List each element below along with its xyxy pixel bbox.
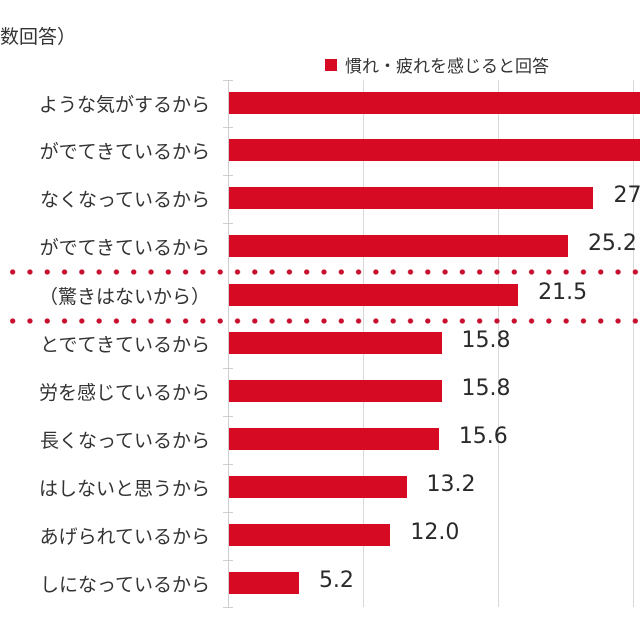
axis-tick — [223, 80, 233, 81]
category-label: （驚きはないから） — [38, 286, 210, 308]
bar — [229, 524, 391, 546]
bar-row-highlighted: （驚きはないから） 21.5 — [0, 271, 640, 319]
value-label: 13.2 — [426, 472, 476, 497]
bar-row: あげられているから 12.0 — [0, 511, 640, 559]
bar — [229, 235, 568, 257]
bar — [229, 92, 640, 114]
bar — [229, 139, 640, 161]
value-label: 12.0 — [410, 520, 460, 545]
bar-row: なくなっているから 27 — [0, 174, 640, 222]
bar — [229, 428, 439, 450]
category-label: 長くなっているから — [39, 430, 210, 452]
bar — [229, 332, 442, 354]
category-label: とでてきているから — [40, 334, 210, 356]
legend-label: 慣れ・疲れを感じると回答 — [345, 57, 549, 77]
value-label: 27 — [613, 183, 640, 208]
category-label: はしないと思うから — [38, 478, 210, 500]
bar — [229, 187, 594, 209]
bar-row: がでてきているから — [0, 126, 640, 174]
legend-swatch-icon — [325, 58, 337, 71]
value-label: 15.6 — [458, 424, 508, 449]
bar — [229, 284, 519, 306]
category-label: しになっているから — [39, 574, 210, 596]
axis-tick — [223, 368, 233, 369]
axis-tick — [223, 223, 233, 224]
gridline-30 — [633, 80, 634, 607]
y-axis-line — [228, 80, 229, 607]
value-label: 15.8 — [461, 328, 511, 353]
axis-tick — [223, 464, 233, 465]
axis-tick — [223, 607, 233, 608]
value-label: 5.2 — [318, 568, 354, 593]
category-label: 労を感じているから — [38, 382, 210, 404]
category-label: なくなっているから — [39, 189, 210, 211]
value-label: 25.2 — [587, 231, 637, 256]
highlight-dotted-line-top — [0, 269, 640, 275]
category-label: ような気がするから — [38, 94, 210, 116]
value-label: 15.8 — [461, 376, 511, 401]
bar — [229, 380, 442, 402]
category-label: あげられているから — [39, 526, 210, 548]
gridline-20 — [498, 80, 499, 607]
bar-row: はしないと思うから 13.2 — [0, 463, 640, 511]
axis-tick — [223, 127, 233, 128]
chart-title: 数回答） — [0, 26, 77, 48]
axis-tick — [223, 512, 233, 513]
category-label: がでてきているから — [39, 141, 210, 163]
category-label: がでてきているから — [39, 237, 210, 259]
bar — [229, 476, 407, 498]
axis-tick — [223, 175, 233, 176]
legend: 慣れ・疲れを感じると回答 — [325, 52, 549, 77]
highlight-dotted-line-bottom — [0, 318, 640, 324]
bar — [229, 572, 299, 594]
bar-row: がでてきているから 25.2 — [0, 222, 640, 270]
value-label: 21.5 — [538, 280, 588, 305]
bar-row: 長くなっているから 15.6 — [0, 415, 640, 463]
bar-row: しになっているから 5.2 — [0, 559, 640, 607]
bar-row: とでてきているから 15.8 — [0, 319, 640, 367]
bar-row: 労を感じているから 15.8 — [0, 367, 640, 415]
bar-row: ような気がするから — [0, 79, 640, 127]
axis-tick — [223, 416, 233, 417]
axis-tick — [223, 560, 233, 561]
